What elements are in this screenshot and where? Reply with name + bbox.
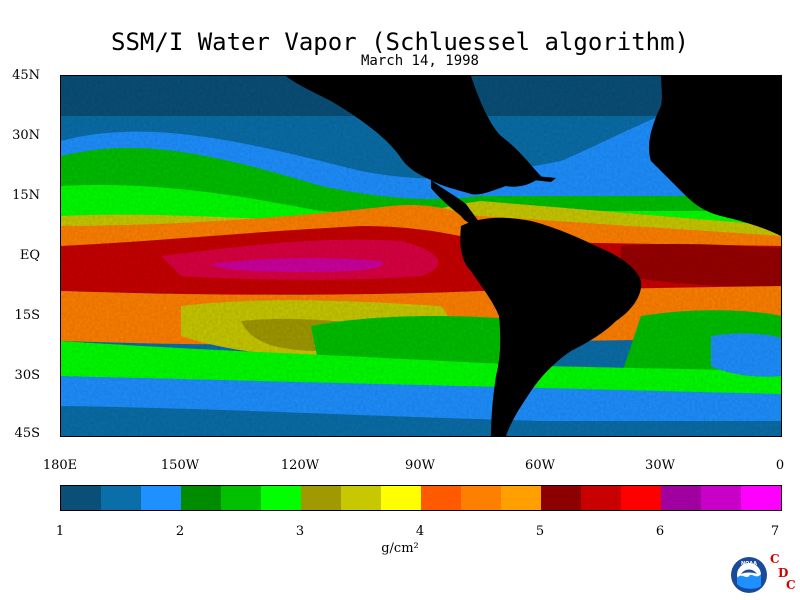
colorbar-cell-14 — [581, 486, 621, 510]
colorbar — [60, 485, 782, 511]
noaa-logo-icon: NOAA — [731, 557, 767, 593]
africa-europe-land — [649, 76, 781, 236]
cdc-letter-c1: C — [770, 552, 780, 566]
colorbar-cell-5 — [221, 486, 261, 510]
lon-label-150w: 150W — [160, 458, 200, 473]
caribbean-islands — [481, 171, 556, 182]
lat-label-45n: 45N — [12, 68, 40, 83]
colorbar-tick-5: 5 — [535, 524, 545, 539]
colorbar-cell-7 — [301, 486, 341, 510]
colorbar-tick-4: 4 — [415, 524, 425, 539]
lon-label-90w: 90W — [405, 458, 435, 473]
florida-land — [500, 136, 511, 168]
central-america-land — [431, 180, 481, 225]
north-america-land — [286, 76, 541, 195]
water-vapor-field — [61, 76, 781, 436]
colorbar-cell-9 — [381, 486, 421, 510]
lat-label-30n: 30N — [12, 128, 40, 143]
colorbar-cell-11 — [461, 486, 501, 510]
lon-label-120w: 120W — [280, 458, 320, 473]
colorbar-units: g/cm² — [381, 541, 419, 556]
colorbar-cell-18 — [741, 486, 781, 510]
lat-label-45s: 45S — [14, 426, 40, 441]
lat-label-15n: 15N — [12, 188, 40, 203]
lon-label-60w: 60W — [525, 458, 555, 473]
colorbar-cell-4 — [181, 486, 221, 510]
colorbar-cell-8 — [341, 486, 381, 510]
colorbar-tick-1: 1 — [55, 524, 65, 539]
colorbar-cell-16 — [661, 486, 701, 510]
colorbar-tick-7: 7 — [770, 524, 780, 539]
colorbar-tick-6: 6 — [655, 524, 665, 539]
colorbar-cell-1 — [61, 486, 101, 510]
south-america-land — [460, 217, 642, 436]
colorbar-cell-13 — [541, 486, 581, 510]
cdc-letter-c2: C — [786, 578, 796, 592]
lat-label-15s: 15S — [14, 308, 40, 323]
water-vapor-map — [60, 75, 782, 437]
colorbar-cell-12 — [501, 486, 541, 510]
lat-label-eq: EQ — [19, 248, 40, 263]
colorbar-cell-6 — [261, 486, 301, 510]
map-date: March 14, 1998 — [360, 53, 479, 69]
colorbar-tick-3: 3 — [295, 524, 305, 539]
cdc-logo: C D C — [768, 552, 798, 596]
greenland-tip — [741, 76, 781, 106]
lat-label-30s: 30S — [14, 368, 40, 383]
lon-label-0: 0 — [775, 458, 785, 473]
cdc-letter-d: D — [778, 566, 789, 580]
colorbar-cell-10 — [421, 486, 461, 510]
colorbar-cell-17 — [701, 486, 741, 510]
noaa-logo-text: NOAA — [741, 561, 757, 567]
colorbar-cell-15 — [621, 486, 661, 510]
lon-label-30w: 30W — [645, 458, 675, 473]
colorbar-cell-2 — [101, 486, 141, 510]
map-title: SSM/I Water Vapor (Schluessel algorithm) — [111, 28, 689, 56]
lon-label-180e: 180E — [42, 458, 78, 473]
colorbar-cell-3 — [141, 486, 181, 510]
colorbar-tick-2: 2 — [175, 524, 185, 539]
